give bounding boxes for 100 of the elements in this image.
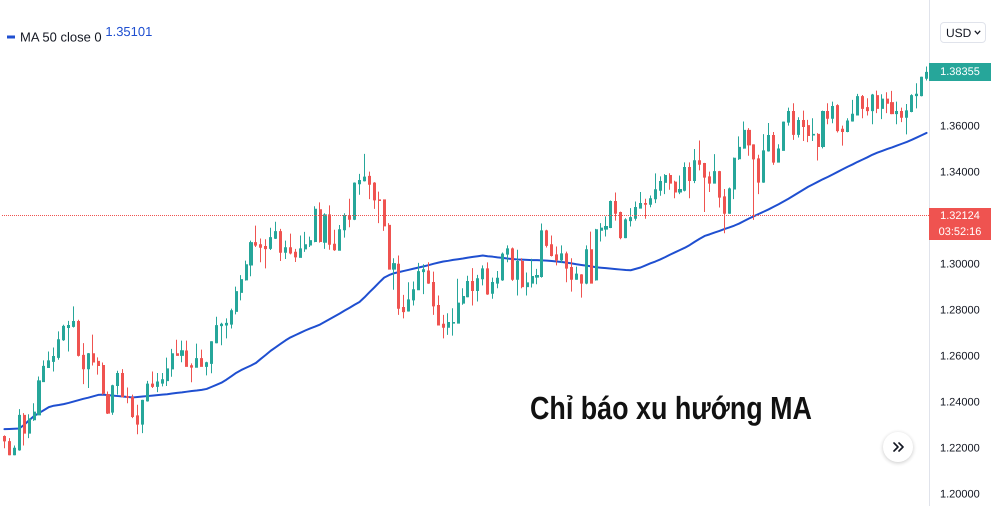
candlestick — [516, 249, 519, 296]
candlestick — [797, 116, 800, 138]
candlestick — [802, 110, 805, 142]
candlestick — [698, 140, 701, 171]
candlestick — [841, 125, 844, 146]
candlestick — [373, 182, 376, 210]
candlestick — [230, 308, 233, 329]
candlestick — [580, 274, 583, 298]
y-tick-label: 1.22000 — [940, 442, 980, 454]
annotation: 1.35101 — [105, 24, 152, 40]
candlestick — [674, 180, 677, 199]
text: 03:52:16 — [929, 224, 991, 240]
candlestick — [501, 252, 504, 282]
candlestick — [457, 278, 460, 324]
candlestick — [343, 212, 346, 238]
y-tick-label: 1.36000 — [940, 120, 980, 132]
candlestick — [871, 93, 874, 125]
candlestick — [452, 308, 455, 336]
candlestick — [3, 434, 6, 449]
candlestick — [521, 258, 524, 289]
candlestick — [77, 319, 80, 357]
candlestick — [323, 212, 327, 250]
candlestick — [585, 244, 588, 285]
line-series — [3, 132, 928, 430]
candlestick — [782, 120, 785, 152]
candlestick — [284, 240, 287, 260]
candlestick — [289, 233, 292, 255]
candlestick — [713, 154, 716, 184]
text: Chỉ báo xu hướng MA — [530, 390, 812, 426]
candlestick — [807, 119, 810, 143]
candlestick — [333, 229, 336, 252]
candlestick — [570, 258, 573, 292]
candlestick — [363, 153, 366, 182]
candlestick — [57, 330, 60, 360]
candlestick — [52, 347, 55, 372]
candlestick — [526, 272, 529, 296]
candlestick — [299, 235, 302, 258]
candlestick — [812, 118, 815, 142]
candlestick — [895, 101, 898, 125]
candlestick — [496, 270, 499, 289]
candlestick — [166, 357, 169, 386]
candlestick — [511, 246, 514, 282]
candlestick — [195, 343, 198, 368]
candlestick — [654, 172, 657, 204]
candlestick — [18, 408, 21, 452]
candlestick — [254, 225, 257, 248]
candlestick — [269, 227, 272, 251]
candlestick — [82, 342, 85, 385]
legend-label: MA 50 close 0 — [20, 30, 102, 44]
candlestick — [62, 324, 65, 342]
candlestick — [146, 380, 149, 402]
candlestick — [249, 240, 253, 277]
candlestick — [368, 171, 371, 200]
candlestick — [220, 322, 223, 346]
candlestick — [116, 370, 119, 396]
candlestick — [772, 132, 775, 166]
candlestick — [821, 110, 825, 149]
candlestick — [757, 154, 760, 195]
candlestick — [215, 316, 218, 344]
candlestick — [920, 76, 923, 97]
candlestick — [738, 136, 741, 160]
candlestick — [392, 258, 396, 290]
candlestick — [13, 445, 16, 456]
candlestick — [180, 340, 184, 363]
candlestick — [102, 362, 105, 396]
y-tick-label: 1.30000 — [940, 258, 980, 270]
candlestick — [92, 334, 95, 366]
candlestick — [432, 271, 435, 316]
candlestick — [659, 176, 662, 196]
candlestick — [121, 368, 124, 398]
candlestick — [826, 102, 829, 125]
candlestick — [762, 134, 765, 184]
candlestick — [447, 312, 450, 336]
candlestick — [437, 295, 440, 326]
candlestick — [718, 170, 721, 208]
candlestick — [910, 94, 913, 113]
candlestick — [881, 94, 884, 120]
candlestick — [565, 251, 568, 283]
candlestick — [866, 98, 869, 116]
candlestick — [876, 90, 879, 114]
candlestick — [831, 101, 834, 124]
candlestick — [412, 281, 415, 306]
candlestick — [427, 262, 430, 284]
candlestick — [743, 120, 746, 150]
candlestick — [669, 172, 672, 190]
candlestick — [624, 218, 627, 239]
candlestick — [97, 356, 100, 376]
candlestick — [106, 390, 110, 414]
candlestick — [235, 286, 238, 315]
candlestick — [550, 235, 553, 257]
candlestick — [491, 277, 494, 300]
candlestick — [900, 107, 903, 123]
candlestick — [304, 231, 307, 252]
candlestick — [210, 340, 213, 374]
candlestick — [422, 264, 425, 295]
candlestick — [185, 340, 188, 368]
candlestick — [67, 320, 70, 352]
candlestick — [190, 362, 193, 383]
candlestick — [905, 103, 908, 135]
candlestick — [8, 438, 11, 456]
